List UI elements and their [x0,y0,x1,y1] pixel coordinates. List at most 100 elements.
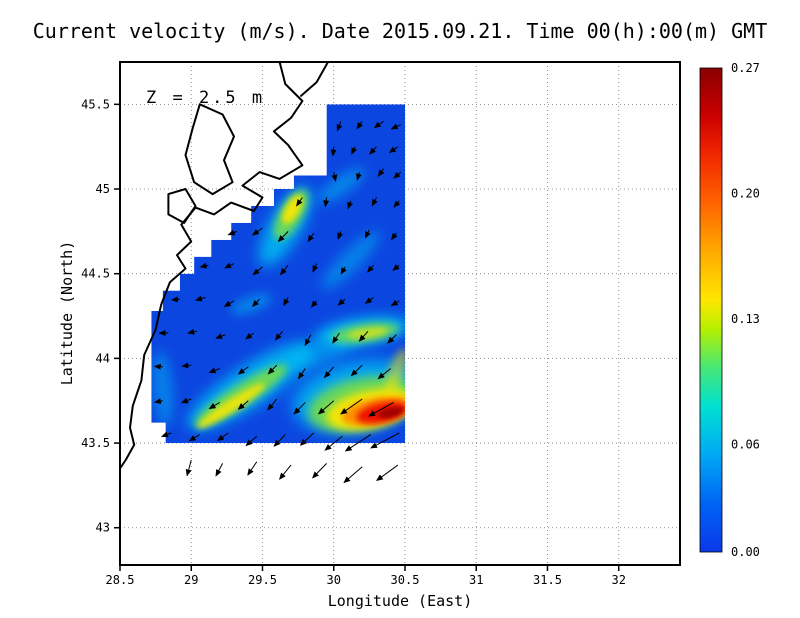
colorbar-tick-label: 0.20 [731,186,760,200]
velocity-vector [215,333,226,339]
tick-labels-layer: 28.5 29 29.5 30 30.5 31 31.5 32 43 43.5 44 44.5 45 45… [81,97,626,587]
velocity-vector [307,232,315,243]
velocity-field-clip-group [151,104,405,444]
velocity-vector [310,300,318,308]
velocity-vector [227,229,238,236]
velocity-vector [323,366,335,379]
velocity-vector [390,299,400,306]
velocity-vector [355,171,362,181]
velocity-feature-upper-mid-cyan [321,230,380,290]
plot-frame [119,61,681,566]
velocity-vector [279,464,292,480]
coastline-path [300,61,329,97]
velocity-vector [299,432,315,446]
x-tick-label: 29 [184,573,198,587]
colorbar-tick-label: 0.13 [731,312,760,326]
velocity-feature-streak-sw-ne-yellow [197,383,265,429]
velocity-vector [251,227,263,236]
velocity-vector [364,297,374,304]
velocity-vector [277,231,289,243]
velocity-vector [215,463,224,477]
y-tick-label: 43 [96,521,110,535]
velocity-vector [181,362,192,369]
velocity-field-layer [151,104,405,444]
x-tick-label: 29.5 [248,573,277,587]
velocity-vector [252,266,263,276]
colorbar-gradient [699,67,723,553]
velocity-vector [237,366,249,375]
x-tick-label: 30 [327,573,341,587]
velocity-vector [180,397,192,404]
colorbar-tick-label: 0.27 [731,61,760,75]
velocity-vector [273,434,286,447]
velocity-vector [153,398,163,405]
velocity-vector [337,231,344,240]
velocity-feature-north-block-cyan [317,167,365,204]
velocity-vector [377,168,385,177]
velocity-vector [387,334,397,344]
velocity-vector [283,297,290,307]
y-axis-label: Latitude (North) [58,241,76,386]
velocity-vector [267,398,278,411]
velocity-vector [274,330,283,341]
velocity-vector [199,262,209,269]
velocity-vector [279,264,289,276]
velocity-vector [312,263,319,273]
velocity-vector [393,171,402,179]
velocity-vector [376,464,399,481]
velocity-feature-hotspot-dark-red [377,406,404,419]
velocity-feature-coast-strip-cyan [152,350,174,427]
velocity-vector [388,146,399,153]
axes-frame-layer [119,61,681,566]
coastline-path [184,103,235,196]
velocity-vector [170,296,180,303]
velocity-vector [351,146,357,155]
velocity-vector [194,295,206,302]
x-tick-label: 31 [469,573,483,587]
velocity-vector [245,332,255,340]
velocity-vector [245,435,258,447]
velocity-vector [340,266,347,275]
y-tick-label: 44 [96,351,110,365]
colorbar-layer: 0.27 0.20 0.13 0.06 0.00 [699,61,760,559]
y-tick-label: 43.5 [81,436,110,450]
colorbar-tick-label: 0.00 [731,545,760,559]
velocity-vector [340,398,363,415]
x-axis-label: Longitude (East) [328,592,473,610]
velocity-vector [369,146,377,155]
velocity-vector [371,197,378,207]
coastline-path [167,188,197,224]
x-tick-label: 30.5 [391,573,420,587]
velocity-vector [296,197,303,207]
x-tick-label: 31.5 [533,573,562,587]
velocity-vector [297,368,306,380]
velocity-vector [223,300,235,307]
velocity-vector [368,401,394,417]
velocity-vector [367,264,375,273]
velocity-vector [370,432,400,449]
velocity-vector [358,330,369,342]
velocity-vector [343,466,363,484]
velocity-vector [208,367,220,374]
y-tick-label: 45.5 [81,97,110,111]
velocity-vector [331,171,338,182]
depth-annotation: Z = 2.5 m [146,88,265,108]
y-tick-label: 45 [96,182,110,196]
velocity-vector [356,120,363,130]
velocity-vector [336,121,343,132]
velocity-vector [323,197,330,208]
velocity-vector [332,332,340,344]
plot-title: Current velocity (m/s). Date 2015.09.21.… [33,19,768,43]
velocity-feature-west-cyan-patch [230,293,272,315]
x-tick-label: 32 [612,573,626,587]
velocity-vector [377,368,392,380]
velocity-vector [208,401,221,410]
velocity-vector [237,400,249,410]
velocity-vector [391,232,398,241]
velocity-vector [185,459,192,477]
velocity-vector [293,402,306,415]
velocity-vector [187,328,198,335]
velocity-vector [161,431,172,438]
